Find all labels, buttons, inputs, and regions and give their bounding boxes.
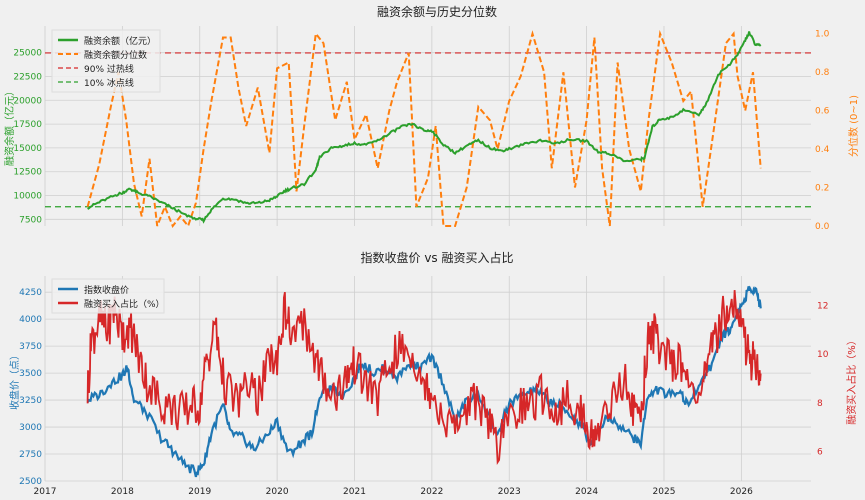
bottom-left-tick-4250: 4250 xyxy=(19,288,42,298)
bottom-right-axis-label: 融资买入占比（%） xyxy=(845,335,858,425)
top-plot-area xyxy=(45,26,811,226)
margin-buy-ratio-line xyxy=(86,290,762,466)
top-right-axis-label: 分位数 (0~1) xyxy=(847,95,860,157)
legend-label-ratio: 融资买入占比（%） xyxy=(84,298,165,310)
percentile-line xyxy=(86,29,762,229)
top-threshold-lines xyxy=(45,52,811,208)
x-tick-2022: 2022 xyxy=(420,487,443,497)
bottom-chart-title: 指数收盘价 vs 融资买入占比 xyxy=(361,250,514,265)
bottom-legend-box xyxy=(51,278,165,314)
bottom-left-tick-labels: 2500 2750 3000 3250 3500 3750 4000 4250 xyxy=(19,288,42,487)
top-right-tick-0.2: 0.2 xyxy=(815,184,829,194)
top-right-tick-0.4: 0.4 xyxy=(815,145,830,155)
bottom-left-tick-3250: 3250 xyxy=(19,396,42,406)
top-left-tick-labels: 10000 12500 15000 17500 20000 22500 25000 7500 xyxy=(13,49,42,226)
x-tick-2019: 2019 xyxy=(188,487,211,497)
top-right-tick-labels: 0.0 0.2 0.4 0.6 0.8 1.0 xyxy=(815,30,830,232)
x-tick-2020: 2020 xyxy=(266,487,289,497)
x-tick-2021: 2021 xyxy=(343,487,366,497)
bottom-right-tick-labels: 6 8 10 12 xyxy=(817,301,829,457)
bottom-chart: 指数收盘价 vs 融资买入占比 2500 2750 3000 3250 3500 3750… xyxy=(8,250,858,497)
top-right-tick-0.8: 0.8 xyxy=(815,68,830,78)
bottom-left-tick-4000: 4000 xyxy=(19,315,42,325)
top-legend: 融资余额（亿元） 融资余额分位数 90% 过热线 10% 冰点线 xyxy=(51,29,161,93)
top-left-tick-22500: 22500 xyxy=(13,72,42,82)
top-left-tick-10000: 10000 xyxy=(13,192,42,202)
balance-line xyxy=(87,31,762,224)
bottom-left-tick-2500: 2500 xyxy=(19,477,42,487)
x-tick-2017: 2017 xyxy=(34,487,57,497)
top-right-tick-1.0: 1.0 xyxy=(815,30,830,40)
top-gridlines xyxy=(44,26,811,226)
bottom-left-tick-3750: 3750 xyxy=(19,342,42,352)
top-left-tick-25000: 25000 xyxy=(13,49,42,59)
top-series xyxy=(86,29,762,229)
legend-label-index: 指数收盘价 xyxy=(84,284,129,296)
legend-label-hot: 90% 过热线 xyxy=(84,63,134,75)
bottom-right-tick-6: 6 xyxy=(817,448,823,458)
top-left-tick-7500: 7500 xyxy=(19,215,42,225)
top-right-tick-0.6: 0.6 xyxy=(815,107,830,117)
x-tick-2024: 2024 xyxy=(575,487,598,497)
index-close-line xyxy=(86,285,762,478)
x-tick-2018: 2018 xyxy=(111,487,134,497)
bottom-left-tick-2750: 2750 xyxy=(19,450,42,460)
x-tick-2023: 2023 xyxy=(498,487,521,497)
top-left-tick-12500: 12500 xyxy=(13,168,42,178)
bottom-right-tick-10: 10 xyxy=(817,350,829,360)
legend-label-cold: 10% 冰点线 xyxy=(84,77,134,89)
top-left-tick-20000: 20000 xyxy=(13,96,42,106)
bottom-left-tick-3500: 3500 xyxy=(19,369,42,379)
bottom-legend: 指数收盘价 融资买入占比（%） xyxy=(51,278,165,314)
top-left-axis-label: 融资余额（亿元） xyxy=(3,86,16,166)
top-left-tick-15000: 15000 xyxy=(13,144,42,154)
legend-label-percentile: 融资余额分位数 xyxy=(84,49,147,61)
legend-label-balance: 融资余额（亿元） xyxy=(84,35,156,47)
bottom-left-tick-3000: 3000 xyxy=(19,423,42,433)
bottom-series xyxy=(86,285,762,478)
top-right-tick-0.0: 0.0 xyxy=(815,222,830,232)
bottom-x-tick-labels: 2017 2018 2019 2020 2021 2022 2023 2024 2025 2026 xyxy=(34,487,754,497)
top-left-tick-17500: 17500 xyxy=(13,120,42,130)
top-chart-title: 融资余额与历史分位数 xyxy=(377,4,497,19)
bottom-right-tick-8: 8 xyxy=(817,399,823,409)
bottom-right-tick-12: 12 xyxy=(817,301,828,311)
bottom-left-axis-label: 收盘价（点） xyxy=(8,350,21,410)
top-chart: 融资余额与历史分位数 10000 12500 15000 17500 20000 2250… xyxy=(3,4,860,232)
x-tick-2025: 2025 xyxy=(653,487,676,497)
x-tick-2026: 2026 xyxy=(730,487,753,497)
